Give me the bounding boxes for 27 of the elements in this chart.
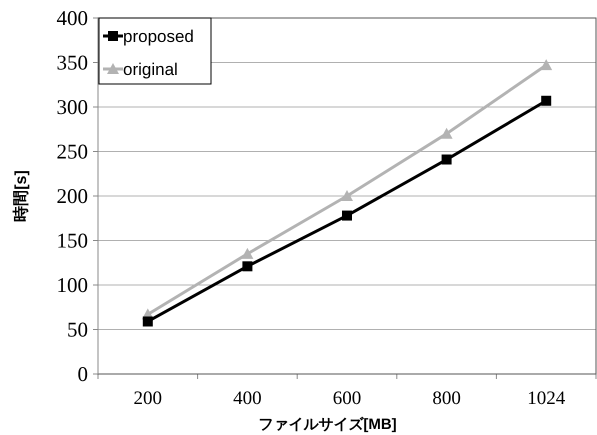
x-tick-label: 1024 <box>527 388 566 409</box>
point <box>241 248 254 259</box>
y-tick-label: 150 <box>56 228 88 252</box>
y-tick-label: 300 <box>56 95 88 119</box>
point <box>442 154 452 165</box>
x-tick-label: 600 <box>332 388 362 409</box>
point <box>540 59 552 70</box>
point <box>342 210 352 221</box>
y-tick-label: 250 <box>56 140 88 164</box>
legend-label: proposed <box>123 27 194 46</box>
x-axis-title: ファイルサイズ[MB] <box>258 416 397 433</box>
x-tick-label: 200 <box>134 388 162 409</box>
y-tick-label: 400 <box>56 6 88 30</box>
y-axis-title: 時間[s] <box>12 170 30 222</box>
x-tick-label: 800 <box>432 388 461 409</box>
y-tick-label: 100 <box>56 273 88 297</box>
y-tick-label: 350 <box>56 50 88 74</box>
point <box>142 316 153 326</box>
y-tick-label: 200 <box>56 184 88 208</box>
point <box>440 128 453 139</box>
x-tick-label: 400 <box>233 388 262 409</box>
y-tick-label: 50 <box>67 318 88 342</box>
legend-label: original <box>123 60 178 79</box>
point <box>341 190 353 201</box>
y-tick-label: 0 <box>78 362 88 386</box>
point <box>242 261 252 272</box>
point <box>541 96 552 106</box>
